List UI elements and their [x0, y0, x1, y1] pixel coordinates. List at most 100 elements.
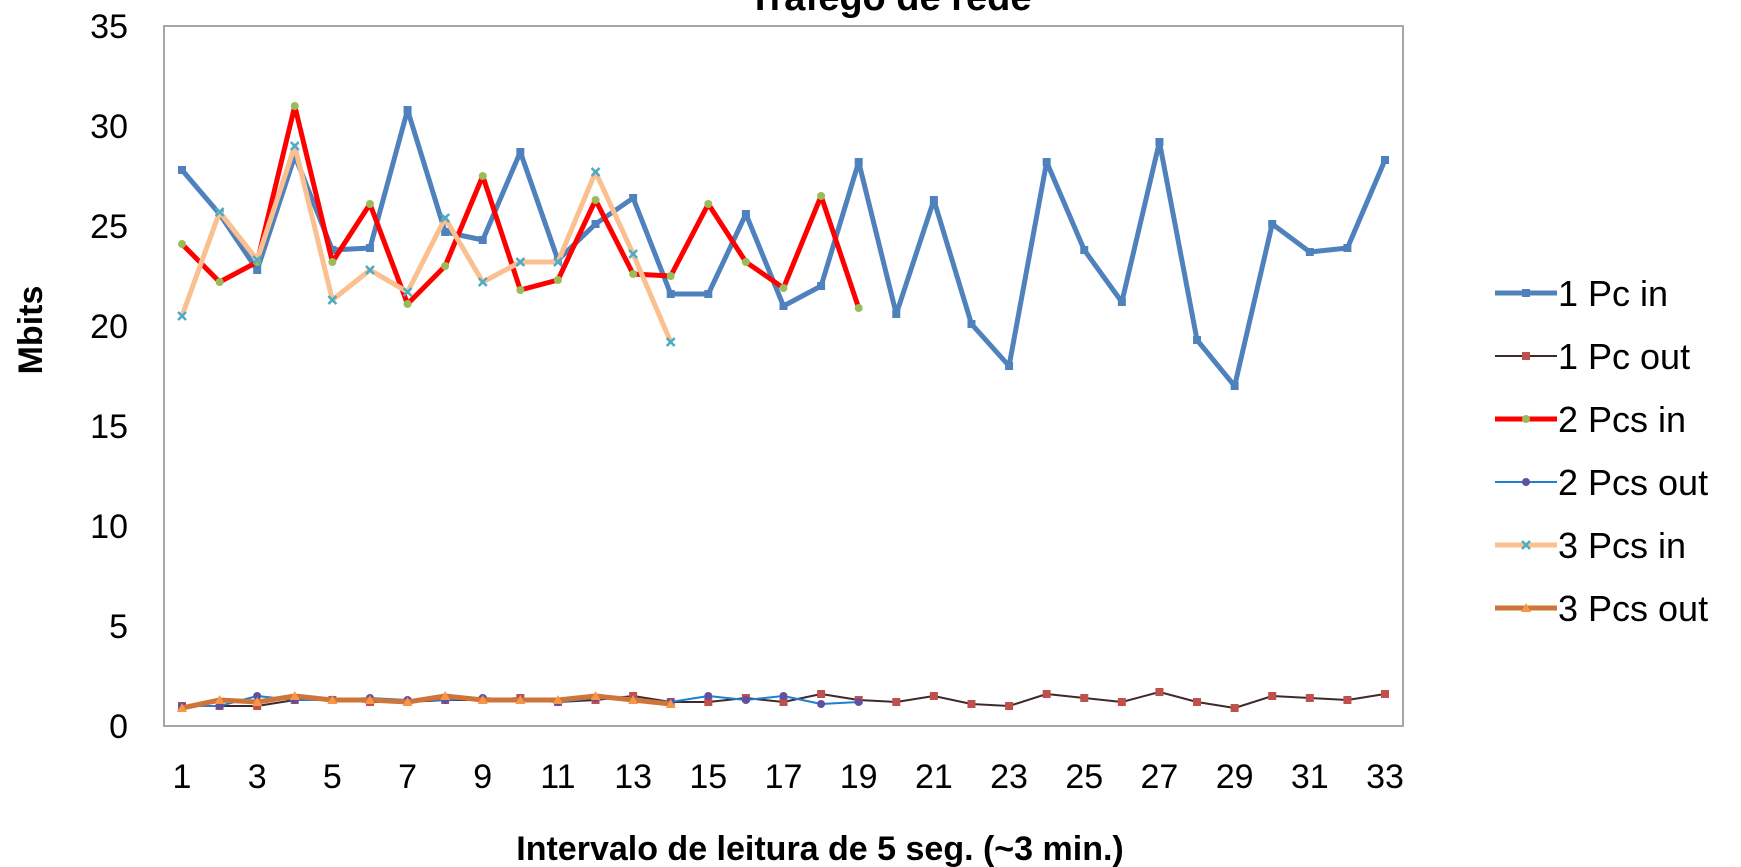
x-tick-label: 29	[1216, 758, 1254, 796]
data-point	[552, 695, 563, 704]
data-point	[817, 700, 826, 708]
legend-item: 3 Pcs out	[1495, 588, 1708, 629]
data-point	[854, 304, 863, 312]
data-point	[1193, 698, 1202, 706]
data-point	[478, 236, 487, 244]
x-tick-label: 17	[765, 758, 803, 796]
data-point	[440, 691, 451, 700]
data-point	[290, 102, 299, 110]
data-point	[1268, 220, 1277, 228]
legend-marker	[1522, 352, 1530, 360]
data-point	[591, 220, 600, 228]
data-point	[967, 700, 976, 708]
data-point	[967, 320, 976, 328]
data-point	[327, 695, 338, 704]
y-tick-label: 15	[90, 408, 128, 446]
data-point	[665, 337, 676, 347]
data-point	[328, 246, 337, 254]
data-point	[892, 698, 901, 706]
data-point	[628, 695, 639, 704]
data-point	[516, 148, 525, 156]
chart-title: Tráfego de rede	[749, 0, 1032, 19]
legend-label: 3 Pcs out	[1558, 588, 1708, 629]
series-line	[180, 103, 862, 309]
y-axis-ticks: 0 5 10 15 20 25 30 35	[90, 8, 128, 746]
data-point	[1305, 248, 1314, 256]
x-tick-label: 19	[840, 758, 878, 796]
data-point	[704, 692, 713, 700]
data-point	[1080, 694, 1089, 702]
data-point	[929, 196, 938, 204]
data-point	[591, 196, 600, 204]
data-point	[553, 257, 563, 267]
legend-marker	[1522, 478, 1530, 486]
data-point	[779, 284, 788, 292]
legend-item: 1 Pc out	[1495, 336, 1690, 377]
legend-item: 3 Pcs in	[1495, 525, 1686, 566]
data-point	[892, 310, 901, 318]
y-tick-label: 10	[90, 508, 128, 546]
data-point	[1005, 362, 1014, 370]
x-tick-label: 15	[689, 758, 727, 796]
x-tick-label: 5	[323, 758, 342, 796]
data-point	[403, 106, 412, 114]
y-tick-label: 0	[109, 708, 128, 746]
x-tick-label: 21	[915, 758, 953, 796]
data-point	[1117, 298, 1126, 306]
legend-item: 1 Pc in	[1495, 273, 1668, 314]
data-point	[441, 228, 450, 236]
data-point	[214, 207, 225, 217]
series-6	[177, 691, 676, 712]
data-point	[178, 240, 186, 248]
data-point	[817, 690, 826, 698]
x-tick-label: 31	[1291, 758, 1329, 796]
y-tick-label: 5	[109, 608, 128, 646]
data-point	[252, 255, 263, 265]
data-point	[328, 258, 337, 266]
legend-label: 2 Pcs in	[1558, 399, 1686, 440]
data-point	[516, 286, 525, 294]
data-point	[1230, 382, 1239, 390]
data-point	[1080, 246, 1089, 254]
data-point	[590, 167, 601, 177]
data-point	[666, 290, 675, 298]
series-1	[178, 106, 1389, 390]
data-point	[741, 696, 750, 704]
data-point	[1343, 244, 1352, 252]
data-point	[1305, 694, 1314, 702]
y-axis-title: Mbits	[12, 286, 50, 375]
data-point	[365, 244, 374, 252]
data-point	[253, 266, 262, 274]
data-point	[289, 691, 300, 700]
x-tick-label: 23	[990, 758, 1028, 796]
data-point	[215, 278, 224, 286]
data-point	[1005, 702, 1014, 710]
data-point	[666, 272, 675, 280]
legend-marker	[1521, 540, 1531, 550]
x-tick-label: 11	[540, 758, 575, 796]
x-tick-label: 3	[248, 758, 267, 796]
data-point	[478, 172, 487, 180]
x-tick-label: 7	[398, 758, 417, 796]
x-tick-label: 9	[473, 758, 492, 796]
data-point	[704, 698, 713, 706]
data-point	[741, 258, 750, 266]
legend-label: 1 Pc in	[1558, 273, 1668, 314]
series-line	[179, 143, 674, 343]
data-point	[477, 695, 488, 704]
data-point	[704, 200, 713, 208]
data-point	[515, 257, 526, 267]
legend: 1 Pc in 1 Pc out 2 Pcs in 2 Pcs out 3 Pcs in…	[1495, 273, 1708, 629]
data-point	[553, 276, 562, 284]
data-point	[854, 158, 863, 166]
data-point	[477, 277, 488, 287]
x-tick-label: 13	[614, 758, 652, 796]
data-point	[854, 698, 863, 706]
series-line	[181, 693, 671, 711]
data-point	[590, 691, 601, 700]
series-3	[178, 102, 863, 312]
x-tick-label: 25	[1065, 758, 1103, 796]
series-group	[177, 102, 1389, 712]
data-point	[177, 703, 187, 712]
